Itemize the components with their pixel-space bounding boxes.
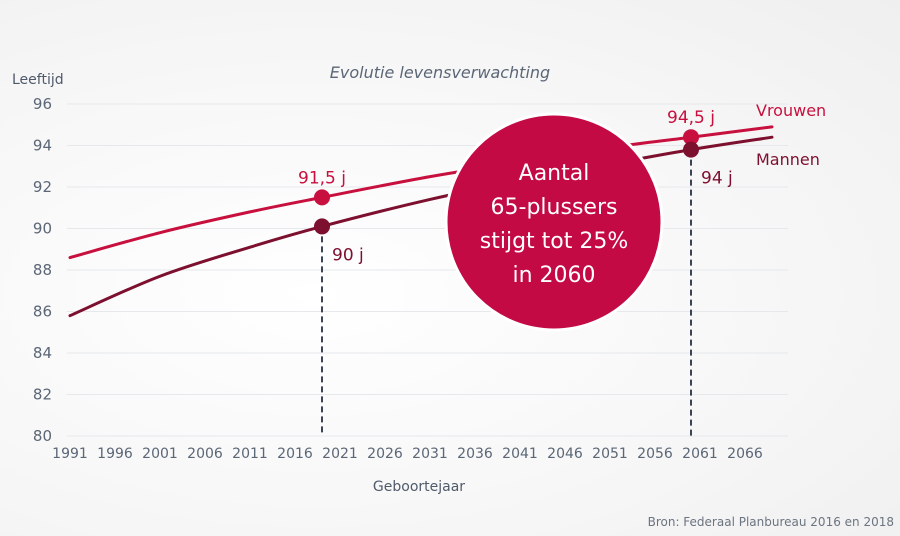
x-tick-label: 2061 [682, 446, 718, 462]
x-tick-label: 2006 [187, 446, 223, 462]
x-tick-label: 2041 [502, 446, 538, 462]
x-tick-label: 2036 [457, 446, 493, 462]
highlight-point [683, 141, 699, 158]
y-tick-label: 80 [33, 427, 52, 445]
x-tick-label: 2031 [412, 446, 448, 462]
x-tick-label: 1996 [97, 446, 133, 462]
x-tick-label: 2056 [637, 446, 673, 462]
y-tick-label: 84 [33, 344, 52, 362]
reference-lines [321, 149, 692, 436]
legend-vrouwen: Vrouwen [756, 101, 826, 120]
callout-line-2: 65-plussers [491, 195, 618, 220]
y-axis-ticks: 80 82 84 86 88 90 92 94 96 [33, 95, 52, 445]
y-tick-label: 96 [33, 95, 52, 113]
x-tick-label: 2026 [367, 446, 403, 462]
highlight-point [314, 218, 330, 235]
y-tick-label: 90 [33, 220, 52, 238]
y-axis-title: Leeftijd [12, 72, 64, 88]
highlight-label: 90 j [332, 245, 364, 265]
legend-mannen: Mannen [756, 150, 820, 169]
x-tick-label: 2046 [547, 446, 583, 462]
x-tick-label: 2001 [142, 446, 178, 462]
series-lines [68, 125, 774, 318]
callout-line-4: in 2060 [512, 263, 595, 288]
x-tick-label: 2016 [277, 446, 313, 462]
y-tick-label: 92 [33, 178, 52, 196]
x-tick-label: 2051 [592, 446, 628, 462]
y-tick-label: 88 [33, 261, 52, 279]
callout-circle [444, 112, 664, 332]
highlight-point [683, 129, 699, 146]
series-line-vrouwen [68, 125, 774, 260]
series-line-mannen [68, 135, 774, 318]
x-tick-label: 2011 [232, 446, 268, 462]
highlight-label: 94 j [701, 169, 733, 189]
x-axis-ticks: 1991 1996 2001 2006 2011 2016 2021 2026 2031 2036… [52, 446, 763, 462]
highlight-points [314, 129, 699, 235]
highlight-point [314, 189, 330, 206]
x-axis-title: Geboortejaar [373, 479, 465, 495]
gridlines [67, 103, 788, 437]
highlight-label: 94,5 j [667, 108, 715, 128]
chart-title: Evolutie levensverwachting [330, 63, 550, 82]
y-tick-label: 86 [33, 303, 52, 321]
x-tick-label: 2066 [727, 446, 763, 462]
highlight-labels: 91,5 j 90 j 94,5 j 94 j [298, 108, 733, 265]
callout-line-1: Aantal [519, 161, 590, 186]
source-note: Bron: Federaal Planbureau 2016 en 2018 [648, 515, 894, 529]
x-tick-label: 2021 [322, 446, 358, 462]
highlight-label: 91,5 j [298, 168, 346, 188]
y-tick-label: 94 [33, 137, 52, 155]
x-tick-label: 1991 [52, 446, 88, 462]
callout-bubble: Aantal 65-plussers stijgt tot 25% in 206… [444, 112, 664, 332]
callout-line-3: stijgt tot 25% [480, 229, 629, 254]
y-tick-label: 82 [33, 386, 52, 404]
